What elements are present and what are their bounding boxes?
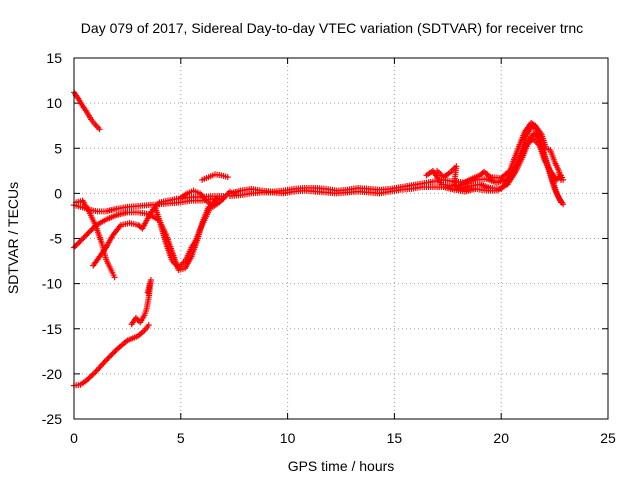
data-point: [75, 240, 82, 247]
data-point: [560, 201, 567, 208]
data-point: [88, 226, 95, 233]
series-arc-a: [71, 89, 103, 133]
data-point: [111, 349, 118, 356]
data-point: [83, 232, 90, 239]
data-point: [89, 371, 96, 378]
x-tick-label: 15: [387, 430, 403, 446]
data-point: [76, 239, 83, 246]
data-point: [105, 354, 112, 361]
data-point: [111, 274, 118, 281]
series-arc-g: [177, 187, 233, 210]
tick-labels: 0 5 10 15 20 25 15 10 5 0 -5 -10 -15 -20 -25: [42, 50, 616, 446]
grid-lines: [74, 58, 608, 419]
x-axis-label: GPS time / hours: [288, 458, 395, 474]
y-tick-label: -5: [50, 231, 63, 247]
data-point: [224, 174, 231, 181]
data-point: [108, 351, 115, 358]
series-arc-h: [199, 171, 231, 183]
x-tick-label: 25: [600, 430, 616, 446]
y-tick-label: -20: [42, 366, 62, 382]
data-point: [85, 229, 92, 236]
x-tick-label: 10: [280, 430, 296, 446]
data-point: [72, 243, 79, 250]
data-point: [86, 374, 93, 381]
data-point: [84, 230, 91, 237]
data-point: [144, 289, 151, 296]
series-arc-e: [90, 193, 227, 269]
data-point: [79, 236, 86, 243]
data-point: [87, 228, 94, 235]
plot-frame: [73, 57, 609, 420]
data-point: [112, 347, 119, 354]
x-tick-label: 20: [493, 430, 509, 446]
y-tick-label: -10: [42, 276, 62, 292]
series-arc-main-4: [423, 119, 565, 190]
y-tick-label: 0: [54, 185, 62, 201]
y-axis-label: SDTVAR / TECUs: [5, 182, 21, 294]
y-tick-label: -25: [42, 411, 62, 427]
series-arc-f: [152, 194, 221, 271]
data-points: [71, 89, 567, 389]
data-point: [96, 126, 103, 133]
chart-title: Day 079 of 2017, Sidereal Day-to-day VTE…: [81, 20, 583, 36]
series-arc-d: [73, 197, 118, 281]
data-point: [104, 355, 111, 362]
y-tick-label: 5: [54, 140, 62, 156]
data-point: [81, 233, 88, 240]
series-arc-b-scatter: [128, 277, 154, 328]
data-point: [90, 370, 97, 377]
data-point: [88, 373, 95, 380]
y-tick-label: 10: [46, 95, 62, 111]
data-point: [73, 241, 80, 248]
series-arc-b: [71, 322, 152, 389]
data-point: [109, 350, 116, 357]
data-point: [214, 194, 221, 201]
x-tick-label: 0: [70, 430, 78, 446]
x-tick-label: 5: [177, 430, 185, 446]
y-tick-label: 15: [46, 50, 62, 66]
data-point: [80, 235, 87, 242]
data-point: [558, 176, 565, 183]
y-tick-label: -15: [42, 321, 62, 337]
data-point: [77, 237, 84, 244]
data-point: [107, 353, 114, 360]
data-point: [103, 357, 110, 364]
data-point: [145, 322, 152, 329]
